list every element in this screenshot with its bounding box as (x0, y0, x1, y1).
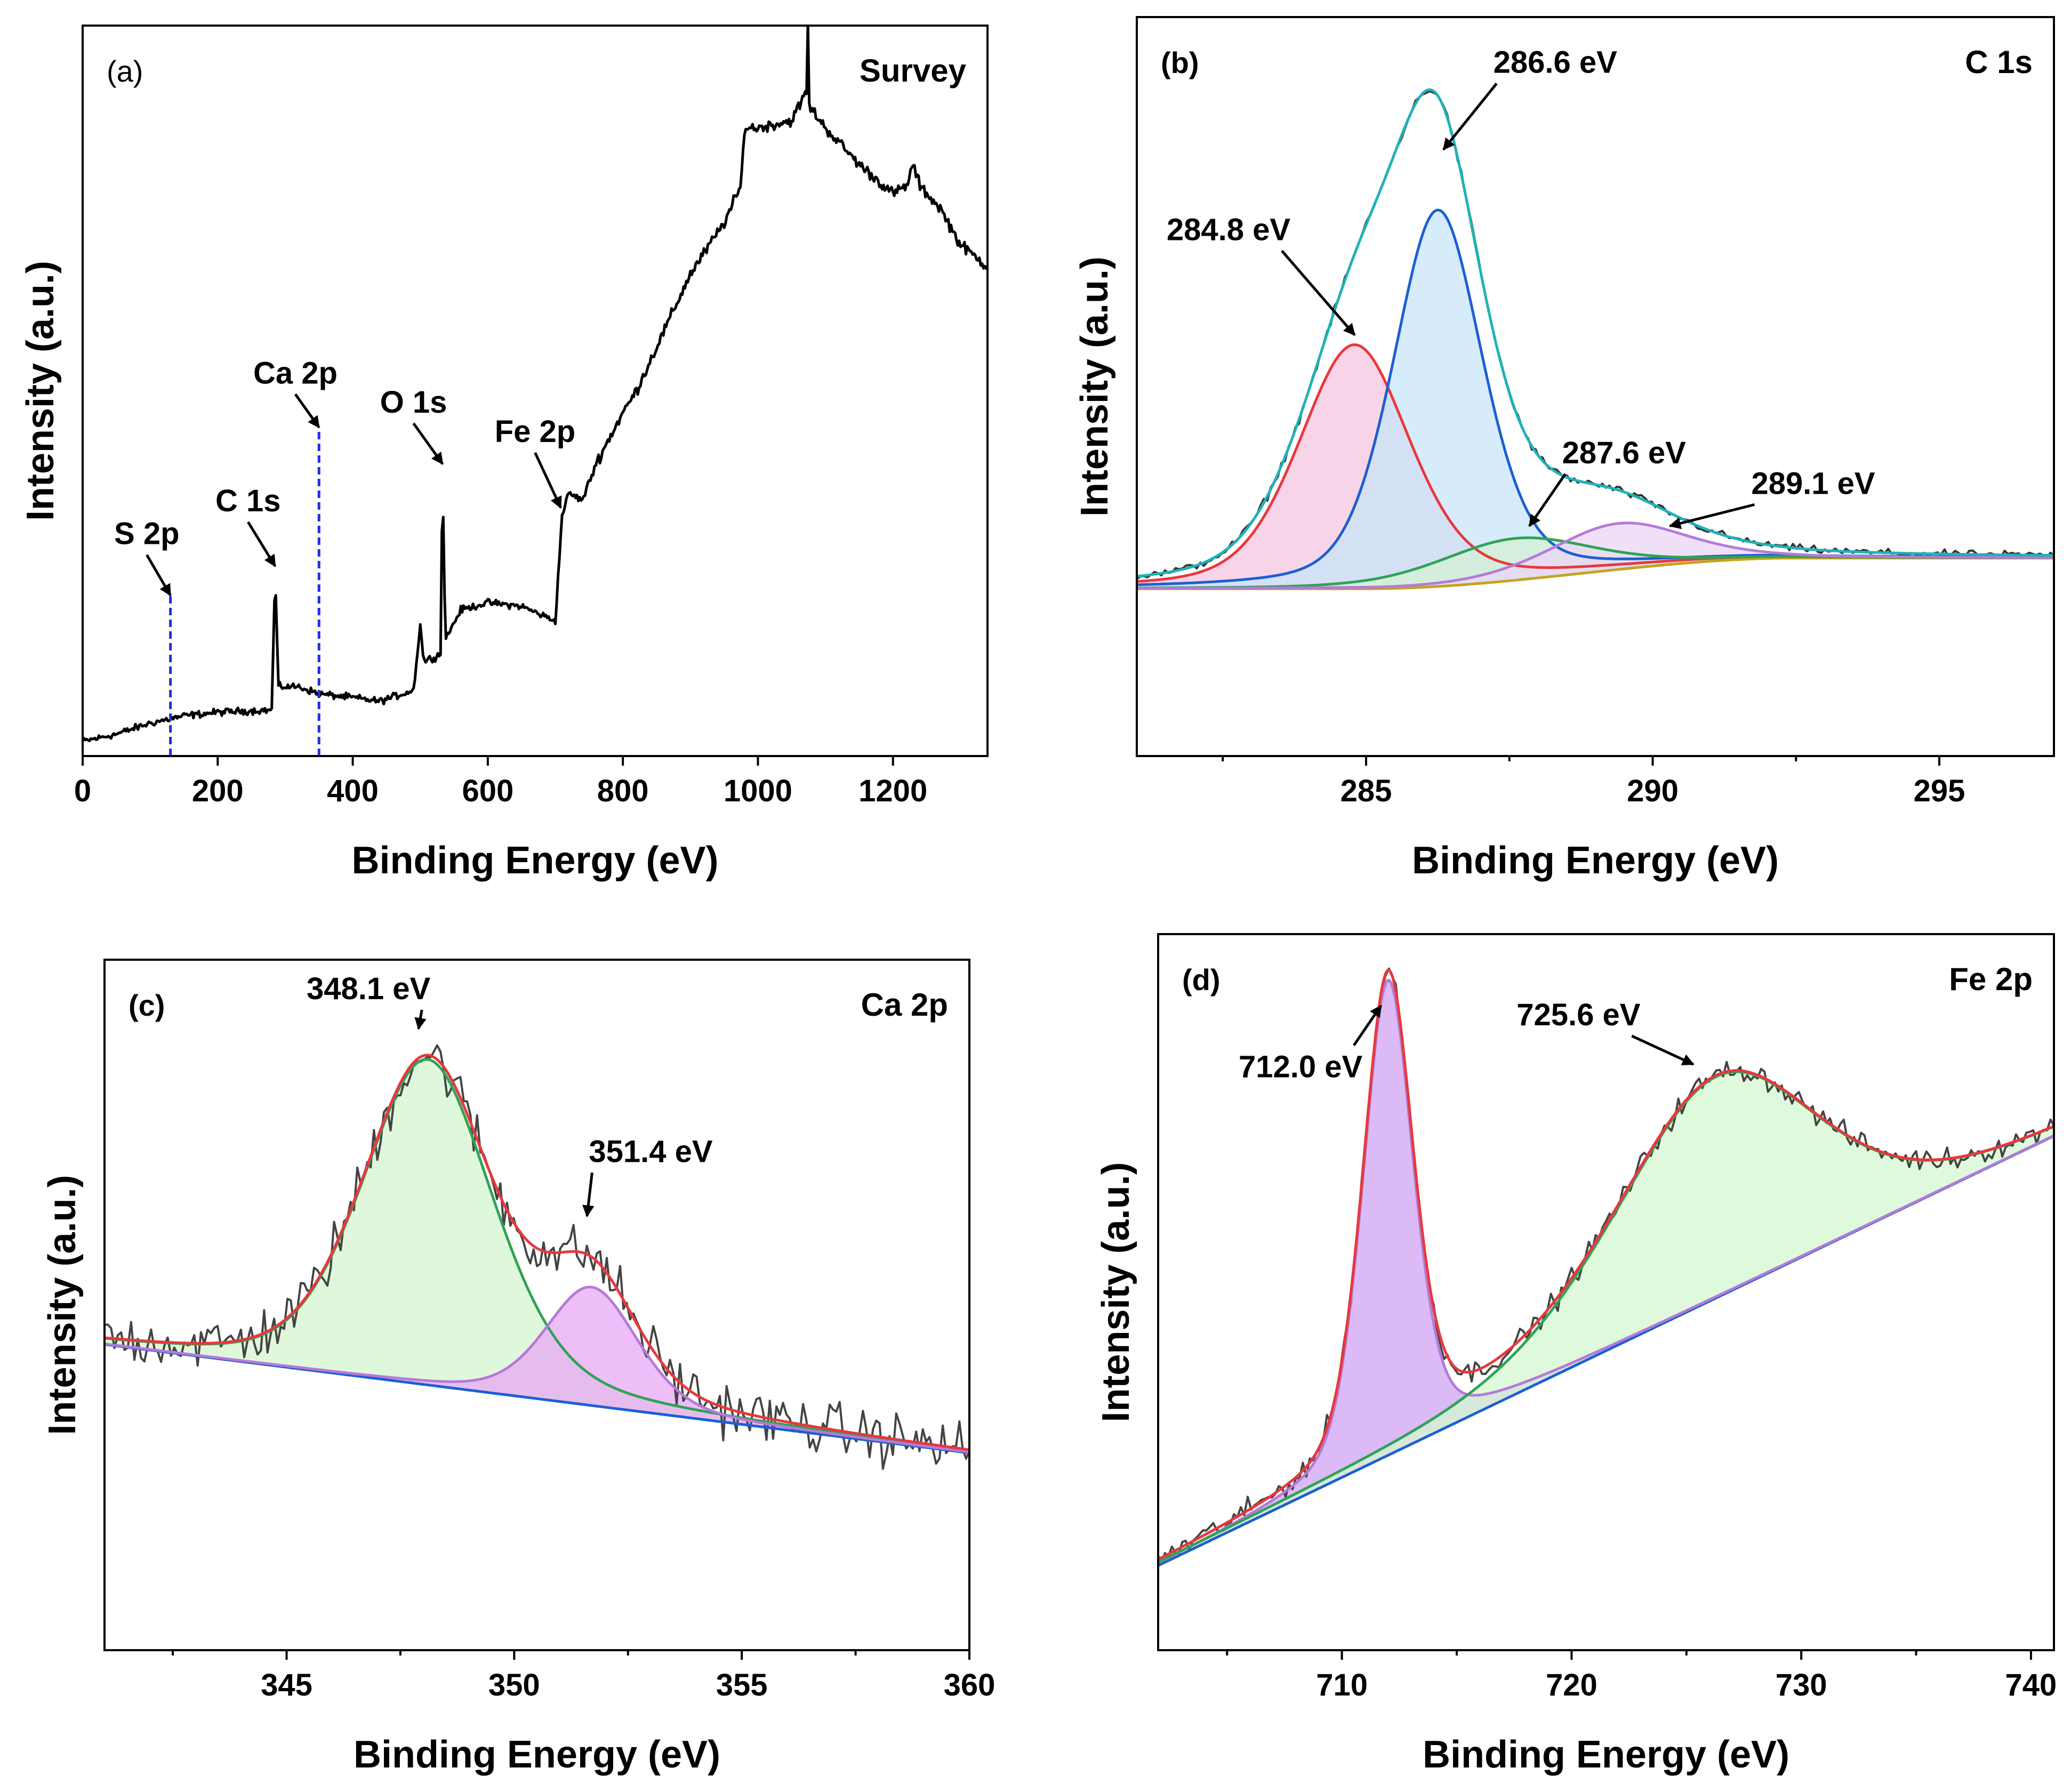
annotation-label: 287.6 eV (1562, 436, 1687, 470)
annotation-arrow (1353, 1005, 1382, 1047)
annotation-arrow (534, 452, 562, 509)
x-tick-label: 345 (261, 1668, 312, 1702)
panel-3: 345 350 355 360 Binding Energy (eV) Intensity… (41, 959, 996, 1776)
x-tick-label: 355 (716, 1668, 768, 1702)
annotation-label: Fe 2p (495, 414, 576, 449)
y-axis-label: Intensity (a.u.) (1073, 256, 1116, 517)
panel-letter: (b) (1161, 46, 1199, 79)
x-tick-label: 290 (1627, 774, 1679, 808)
x-axis-label: Binding Energy (eV) (354, 1733, 720, 1776)
annotation-arrow (1281, 250, 1356, 336)
plot-area (83, 26, 988, 756)
x-tick-label: 360 (944, 1668, 996, 1702)
x-tick-label: 400 (327, 774, 379, 808)
annotation-arrow (1442, 83, 1498, 151)
x-tick-label: 740 (2005, 1668, 2057, 1702)
panel-2: 285 290 295 Binding Energy (eV) Intensity (a… (1073, 16, 2055, 882)
component-fill-1 (1158, 980, 2054, 1566)
x-axis-label: Binding Energy (eV) (351, 839, 718, 882)
annotation-arrow (294, 393, 320, 429)
x-tick-label: 1000 (724, 774, 792, 808)
y-axis-label: Intensity (a.u.) (19, 261, 62, 521)
annotation-arrow (1528, 473, 1567, 527)
x-tick-label: 295 (1914, 774, 1965, 808)
annotation-label: C 1s (215, 484, 281, 518)
x-tick-label: 200 (192, 774, 244, 808)
annotation-arrow (414, 1009, 427, 1030)
component-line-4 (1137, 521, 2054, 590)
plot-frame (1157, 933, 2055, 1651)
annotation-label: Ca 2p (253, 356, 338, 390)
plot-frame (82, 25, 989, 757)
corner-label: C 1s (1965, 44, 2033, 80)
annotation-label: 348.1 eV (307, 971, 431, 1006)
corner-label: Fe 2p (1949, 961, 2033, 997)
envelope-line (1158, 969, 2054, 1561)
component-fill-2 (1158, 1072, 2054, 1566)
x-tick-label: 0 (74, 774, 91, 808)
x-tick-label: 285 (1340, 774, 1392, 808)
plot-area (105, 1044, 969, 1470)
x-tick-label: 710 (1316, 1668, 1368, 1702)
panel-letter: (c) (129, 989, 165, 1022)
plot-frame (1136, 16, 2055, 757)
x-tick-label: 1200 (858, 774, 927, 808)
annotation-arrow (146, 554, 172, 597)
x-tick-label: 730 (1776, 1668, 1827, 1702)
component-line-1 (1158, 979, 2054, 1564)
annotation-label: 712.0 eV (1239, 1050, 1363, 1084)
x-tick-label: 600 (462, 774, 513, 808)
x-tick-label: 800 (597, 774, 649, 808)
envelope-line (105, 1054, 969, 1451)
annotation-arrow (582, 1172, 595, 1218)
y-axis-label: Intensity (a.u.) (1095, 1162, 1137, 1422)
component-fill-1 (105, 1059, 969, 1453)
annotation-label: 351.4 eV (589, 1134, 713, 1169)
annotation-label: 725.6 eV (1516, 998, 1641, 1032)
annotation-label: O 1s (380, 385, 447, 420)
component-fill-2 (1137, 210, 2054, 589)
corner-label: Survey (860, 53, 967, 89)
plot-area (1137, 88, 2054, 590)
annotation-label: 286.6 eV (1494, 45, 1618, 80)
panel-letter: (a) (107, 54, 143, 88)
corner-label: Ca 2p (861, 987, 948, 1023)
x-axis-label: Binding Energy (eV) (1412, 839, 1779, 882)
component-fill-2 (105, 1287, 969, 1453)
x-axis-label: Binding Energy (eV) (1423, 1733, 1789, 1776)
x-tick-label: 350 (488, 1668, 540, 1702)
panel-letter: (d) (1182, 963, 1221, 997)
component-fill-4 (1137, 523, 2054, 589)
plot-frame (103, 959, 970, 1651)
annotation-label: 284.8 eV (1167, 212, 1291, 247)
annotation-arrow (1631, 1034, 1695, 1066)
annotation-label: 289.1 eV (1751, 466, 1875, 501)
y-axis-label: Intensity (a.u.) (41, 1175, 84, 1435)
annotation-arrow (412, 422, 444, 465)
x-tick-label: 720 (1546, 1668, 1598, 1702)
survey-line (83, 26, 988, 743)
annotation-arrow (1668, 503, 1755, 529)
annotation-label: S 2p (114, 517, 180, 551)
panel-4: 710 720 730 740 Binding Energy (eV) Intensity… (1095, 933, 2057, 1776)
envelope-line (1137, 88, 2054, 578)
plot-area (1158, 967, 2054, 1567)
annotation-arrow (247, 521, 277, 567)
panel-1: 0 200 400 600 800 1000 1200 Binding Energy (eV)… (19, 25, 989, 882)
component-line-2 (105, 1285, 969, 1453)
